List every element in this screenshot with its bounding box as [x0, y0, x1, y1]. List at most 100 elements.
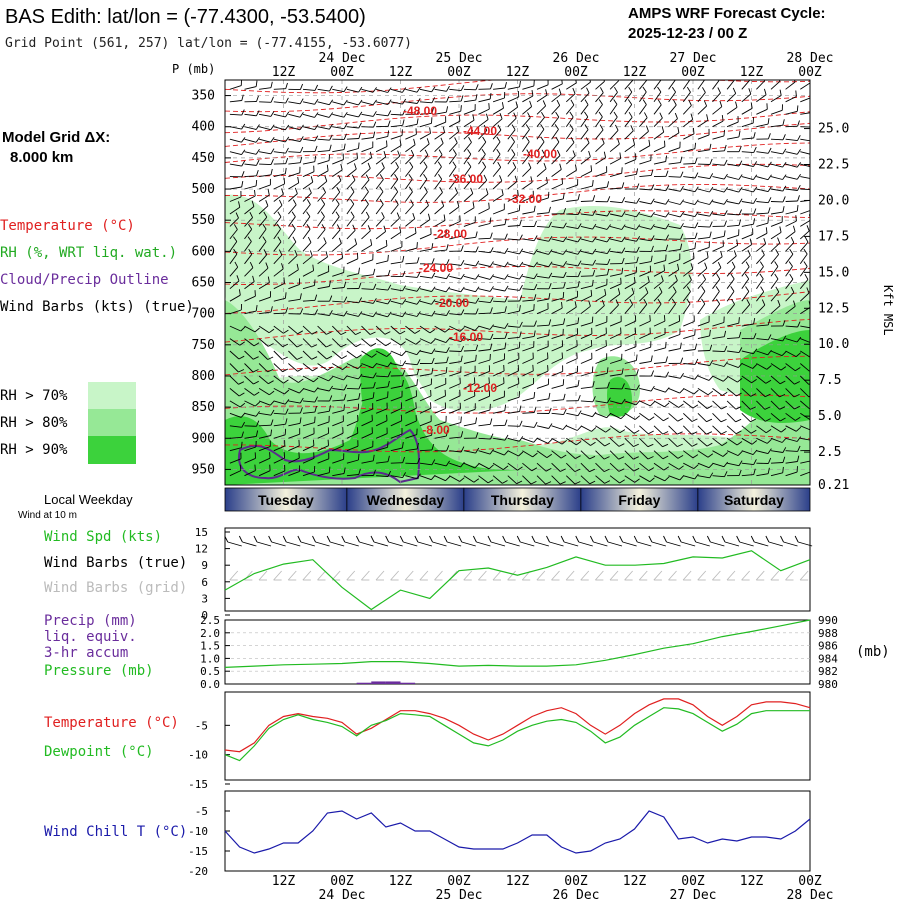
wind-barb-shaft	[595, 225, 608, 230]
wind-barb-flag	[693, 464, 699, 469]
wind-barb-flag	[621, 368, 624, 375]
wind-barb-shaft	[375, 260, 388, 265]
wind-barb-flag	[759, 273, 764, 280]
wind-barb-flag	[606, 248, 611, 254]
wind-barb-flag	[548, 407, 552, 414]
wind-barb-shaft	[405, 133, 417, 140]
wind-barb-shaft	[229, 447, 242, 452]
wind-barb-shaft	[551, 297, 564, 302]
wind-barb-shaft	[668, 104, 677, 115]
wind-barb-flag	[519, 405, 522, 412]
wind-barb-shaft	[463, 475, 475, 483]
wind-barb-flag	[559, 481, 566, 485]
wind-barb-flag	[306, 223, 311, 230]
wind-barb-flag	[475, 344, 479, 351]
wind-barb-shaft	[288, 228, 296, 240]
pressure-tick-label: 600	[192, 244, 215, 259]
wind-barb-flag	[753, 186, 758, 193]
wind-barb-flag	[328, 466, 331, 473]
wind-barb-flag	[706, 405, 713, 409]
wind-barb-shaft	[463, 338, 476, 341]
wind-barb-shaft	[756, 201, 769, 204]
wind-barb-flag	[482, 161, 487, 168]
wind-barb-shaft	[507, 310, 520, 315]
wind-barb-flag	[691, 418, 698, 422]
surface-barb-flag	[297, 535, 302, 543]
wind-barb-shaft	[346, 338, 357, 348]
wind-barb-shaft	[683, 334, 695, 340]
wind-barb-shaft	[609, 143, 620, 153]
wind-barb-shaft	[478, 338, 491, 340]
wind-barb-shaft	[770, 80, 781, 90]
wind-barb-shaft	[405, 232, 417, 240]
wind-barb-flag	[460, 273, 465, 280]
wind-barb-flag	[606, 210, 611, 217]
wind-barb-flag	[691, 443, 698, 447]
wind-barb-shaft	[551, 129, 559, 140]
wind-barb-flag	[592, 396, 596, 402]
wind-barb-shaft	[653, 260, 666, 265]
top-time-tick-label: 12Z	[506, 65, 530, 80]
wind-barb-flag	[617, 138, 620, 145]
pressure-tick-label: 500	[192, 182, 215, 197]
grid-barb-shaft	[229, 570, 239, 581]
wind-barb-shaft	[375, 363, 388, 368]
wind-barb-shaft	[683, 225, 696, 229]
wind-barb-shaft	[609, 333, 622, 340]
wind-barb-shaft	[522, 181, 533, 190]
wind-barb-flag	[694, 358, 699, 365]
wind-barb-flag	[548, 272, 553, 279]
wind-barb-shaft	[390, 396, 403, 402]
wind-barb-flag	[767, 467, 770, 474]
wind-barb-flag	[812, 122, 814, 128]
wind-barb-shaft	[478, 382, 490, 389]
wind-barb-shaft	[361, 350, 372, 358]
wind-barb-shaft	[463, 462, 476, 469]
wind-barb-flag	[454, 137, 458, 144]
temperature-contour	[225, 93, 810, 113]
wind-barb-flag	[812, 150, 815, 155]
wind-barb-shaft	[639, 271, 651, 277]
wind-barb-flag	[628, 111, 633, 118]
precip-bar	[356, 682, 372, 684]
wind-barb-shaft	[405, 178, 413, 190]
wind-barb-shaft	[697, 450, 709, 458]
grid-barb-shaft	[478, 570, 487, 581]
wind-barb-flag	[692, 127, 695, 134]
wind-barb-shaft	[346, 420, 359, 427]
pressure-tick-label: 900	[192, 431, 215, 446]
wind-barb-shaft	[419, 407, 432, 414]
wind-barb-flag	[278, 249, 283, 256]
wind-barb-flag	[238, 392, 245, 397]
wind-barb-flag	[294, 249, 298, 256]
wind-barb-flag	[329, 134, 333, 141]
wind-barb-shaft	[434, 313, 447, 316]
wind-barb-flag	[709, 199, 714, 205]
grid-barb-shaft	[785, 570, 794, 581]
wind-barb-shaft	[785, 231, 796, 240]
wind-barb-shaft	[580, 345, 592, 352]
wind-barb-flag	[793, 300, 796, 307]
wind-barb-shaft	[390, 313, 403, 318]
wind-barb-shaft	[361, 397, 374, 402]
kft-msl-label: Kft MSL	[881, 285, 895, 336]
wind-barb-flag	[490, 83, 493, 90]
wind-barb-flag	[738, 130, 741, 137]
wind-barb-shaft	[712, 213, 725, 217]
wind-barb-flag	[686, 286, 691, 292]
wind-barb-shaft	[624, 412, 636, 420]
wind-barb-shaft	[346, 313, 359, 317]
wind-barb-flag	[745, 286, 750, 292]
wind-barb-flag	[764, 406, 771, 410]
wind-barb-flag	[511, 124, 516, 130]
wind-barb-flag	[329, 395, 333, 402]
wind-barb-flag	[737, 450, 743, 456]
wind-barb-flag	[263, 249, 268, 255]
wind-barb-shaft	[712, 450, 724, 457]
wind-barb-flag	[459, 477, 465, 482]
wind-barb-shaft	[668, 303, 676, 314]
wind-barb-flag	[621, 224, 626, 230]
wind-barb-shaft	[536, 450, 548, 458]
grid-barb-shaft	[726, 570, 736, 581]
